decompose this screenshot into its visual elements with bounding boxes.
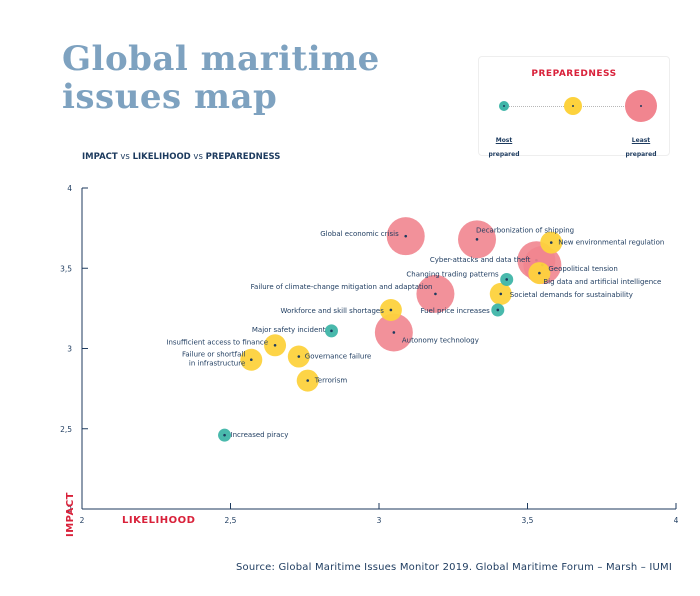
point-label: Governance failure	[305, 353, 372, 361]
legend-most-line-2: prepared	[488, 151, 520, 158]
subtitle-vs-1: vs	[117, 152, 133, 162]
point-label: Increased piracy	[231, 431, 289, 439]
legend-label-least: Least prepared	[617, 130, 665, 158]
legend-dot-most-prepared	[499, 101, 509, 111]
point-label: Insufficient access to finance	[166, 338, 268, 346]
x-tick-label: 2,5	[225, 516, 237, 525]
legend-dot-medium-prepared	[564, 97, 582, 115]
legend-most-line-1: Most	[495, 137, 513, 144]
bubble-center-dot	[389, 308, 393, 312]
y-tick-label: 2	[67, 505, 72, 514]
chart-bubbles	[218, 217, 563, 442]
y-tick-label: 4	[67, 184, 72, 193]
source-note: Source: Global Maritime Issues Monitor 2…	[235, 562, 672, 573]
point-label: Workforce and skill shortages	[280, 307, 384, 315]
bubble-center-dot	[223, 433, 226, 437]
bubble-center-dot	[475, 238, 479, 241]
x-tick-label: 3,5	[522, 516, 534, 525]
point-label-line: Major safety incident	[252, 326, 326, 334]
point-label: Big data and artificial intelligence	[543, 278, 661, 286]
chart-axes: 2 2,5 3 3,5 4 2 2,5 3 3,5 4 LIKELIHOOD IMPACT	[60, 184, 679, 537]
y-tick-label: 3,5	[60, 264, 72, 273]
point-label-line: Governance failure	[305, 353, 372, 361]
point-label-line: Insufficient access to finance	[166, 338, 268, 346]
point-label-line: Global economic crisis	[320, 230, 399, 238]
point-label-line: Workforce and skill shortages	[280, 307, 384, 315]
page-title: Global maritime issues map	[62, 40, 380, 116]
subtitle-likelihood: LIKELIHOOD	[132, 152, 191, 162]
point-label: Societal demands for sustainability	[510, 291, 633, 299]
bubble-center-dot	[499, 292, 503, 296]
point-label-line: in infrastructure	[189, 360, 245, 368]
point-label-line: Increased piracy	[231, 431, 289, 439]
subtitle-preparedness: PREPAREDNESS	[205, 152, 281, 162]
legend-least-line-1: Least	[631, 137, 651, 144]
point-label-line: New environmental regulation	[558, 239, 664, 247]
bubble-center-dot	[505, 278, 509, 281]
point-label: Autonomy technology	[402, 336, 479, 344]
point-label: Changing trading patterns	[406, 270, 499, 278]
title-line-2: issues map	[62, 77, 278, 117]
chart-subtitle: IMPACT vs LIKELIHOOD vs PREPAREDNESS	[82, 152, 280, 162]
bubble-center-dot	[434, 292, 437, 296]
point-label: Fuel price increases	[420, 307, 490, 315]
point-label-line: Big data and artificial intelligence	[543, 278, 661, 286]
point-label-line: Fuel price increases	[420, 307, 490, 315]
bubble-center-dot	[392, 331, 396, 334]
point-label: Decarbonization of shipping	[476, 226, 574, 234]
x-tick-label: 4	[674, 516, 679, 525]
preparedness-legend: PREPAREDNESS Most prepared Least prepare…	[478, 56, 670, 158]
point-label: Failure or shortfall in infrastructure	[182, 351, 245, 368]
subtitle-impact: IMPACT	[82, 152, 118, 162]
point-label-line: Failure of climate-change mitigation and…	[251, 283, 433, 291]
x-tick-label: 2	[80, 516, 85, 525]
legend-title: PREPAREDNESS	[531, 69, 617, 79]
y-tick-label: 3	[67, 345, 72, 354]
bubble-center-dot	[273, 343, 277, 347]
bubble-center-dot	[496, 308, 500, 312]
point-label: Terrorism	[314, 377, 348, 385]
point-label-line: Societal demands for sustainability	[510, 291, 633, 299]
bubble-center-dot	[330, 329, 333, 333]
point-label: Cyber-attacks and data theft	[430, 256, 531, 264]
point-label-line: Failure or shortfall	[182, 351, 245, 359]
point-label: Failure of climate-change mitigation and…	[251, 283, 433, 291]
point-label-line: Terrorism	[314, 377, 348, 385]
point-label-line: Autonomy technology	[402, 336, 479, 344]
bubble-center-dot	[404, 234, 408, 238]
point-label-line: Changing trading patterns	[406, 270, 499, 278]
title-line-1: Global maritime	[62, 39, 380, 79]
point-label: New environmental regulation	[558, 239, 664, 247]
x-tick-label: 3	[377, 516, 382, 525]
point-label-line: Decarbonization of shipping	[476, 226, 574, 234]
subtitle-vs-2: vs	[190, 152, 206, 162]
x-axis-label: LIKELIHOOD	[122, 515, 195, 526]
point-label-line: Geopolitical tension	[548, 265, 617, 273]
point-label: Global economic crisis	[320, 230, 399, 238]
point-label: Major safety incident	[252, 326, 326, 334]
chart-labels: Increased piracy Insufficient access to f…	[166, 226, 664, 439]
point-label: Geopolitical tension	[548, 265, 617, 273]
y-tick-label: 2,5	[60, 425, 72, 434]
legend-dot-least-prepared	[625, 90, 657, 122]
bubble-center-dot	[306, 379, 310, 382]
legend-label-most: Most prepared	[480, 130, 528, 158]
legend-least-line-2: prepared	[625, 151, 657, 158]
bubble-center-dot	[538, 271, 541, 275]
point-label-line: Cyber-attacks and data theft	[430, 256, 531, 264]
bubble-center-dot	[549, 241, 553, 244]
y-axis-label: IMPACT	[65, 492, 76, 537]
bubble-center-dot	[249, 358, 253, 362]
bubble-center-dot	[297, 355, 301, 358]
